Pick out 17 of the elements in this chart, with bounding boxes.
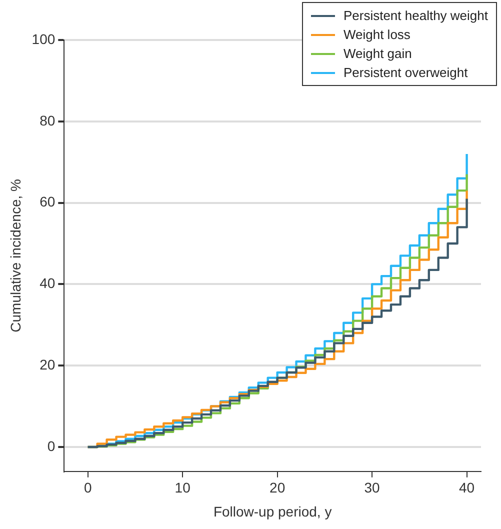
- x-tick-label: 30: [364, 480, 380, 496]
- x-tick-label: 0: [84, 480, 92, 496]
- y-tick-label: 60: [40, 194, 56, 210]
- y-tick-label: 0: [47, 438, 56, 454]
- x-axis-title: Follow-up period, y: [213, 503, 332, 520]
- legend-label: Persistent healthy weight: [343, 8, 488, 23]
- legend-label: Weight loss: [343, 27, 410, 42]
- x-tick-label: 20: [270, 480, 286, 496]
- y-tick-label: 80: [40, 112, 56, 128]
- x-tick-label: 40: [459, 480, 475, 496]
- legend-label: Persistent overweight: [343, 65, 468, 80]
- x-tick-label: 10: [174, 480, 191, 496]
- y-tick-label: 20: [40, 356, 56, 372]
- y-tick-label: 40: [40, 275, 56, 292]
- y-axis-title: Cumulative incidence, %: [7, 179, 24, 332]
- y-tick-label: 100: [32, 30, 56, 47]
- legend-label: Weight gain: [343, 46, 412, 61]
